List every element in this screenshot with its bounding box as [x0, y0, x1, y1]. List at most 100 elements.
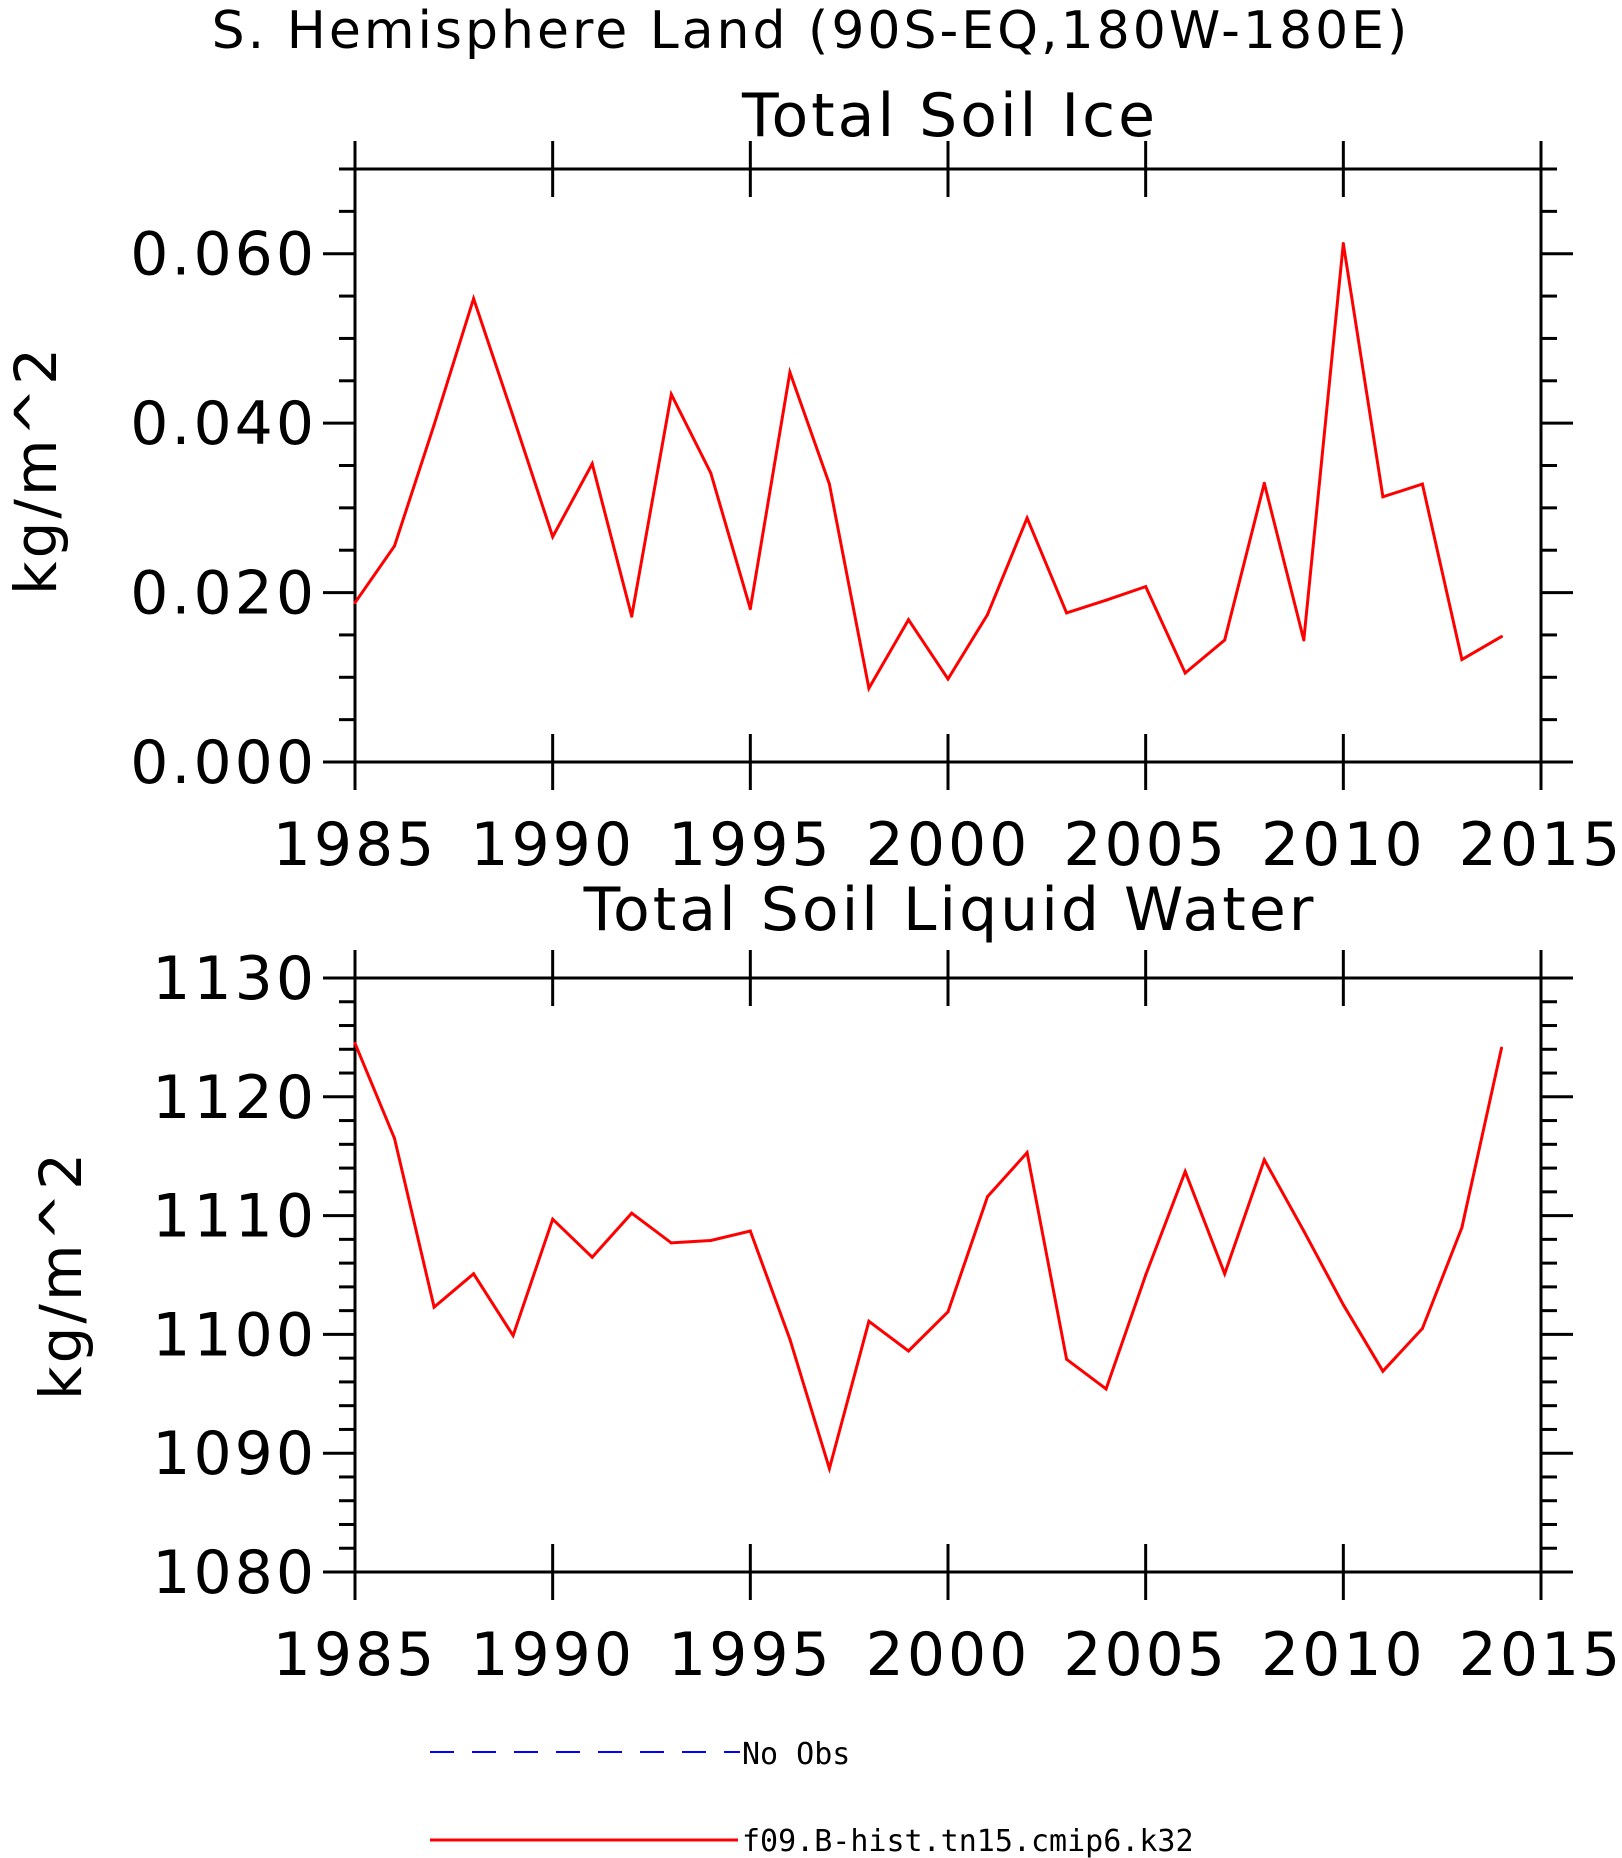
data-point: [907, 1349, 910, 1353]
data-point: [551, 1217, 555, 1221]
legend: No Obs f09.B-hist.tn15.cmip6.k32: [430, 1737, 1194, 1858]
panel-total-soil-liquid-water: Total Soil Liquid Water kg/m^2 1985 1990 1…: [27, 875, 1622, 1690]
x-tick-label: 2000: [866, 1620, 1031, 1690]
panel-title-soil-liquid-water: Total Soil Liquid Water: [583, 875, 1317, 945]
y-tick-label: 1090: [152, 1419, 317, 1489]
data-point: [1420, 1327, 1424, 1330]
x-tick-label: 2010: [1261, 810, 1426, 880]
data-point: [393, 544, 396, 548]
x-tick-label: 2015: [1459, 810, 1622, 880]
y-tick-labels-soil-ice: 0.000 0.020 0.040 0.060: [130, 220, 317, 798]
data-point: [1381, 1369, 1385, 1373]
data-point: [1183, 671, 1187, 675]
x-tick-label: 1995: [668, 810, 833, 880]
series-line-soil-liquid-water: [353, 1042, 1503, 1475]
panel-title-soil-ice: Total Soil Ice: [741, 81, 1158, 151]
x-tick-label: 1995: [668, 1620, 833, 1690]
panel-total-soil-ice: Total Soil Ice kg/m^2 1985 1990 1995 2000 20…: [2, 81, 1622, 880]
data-point: [1341, 242, 1345, 245]
data-point: [1025, 516, 1029, 520]
data-point: [709, 471, 713, 475]
data-point: [1065, 1357, 1069, 1361]
data-point: [472, 297, 476, 301]
data-point: [1262, 1158, 1266, 1162]
y-tick-label: 1100: [152, 1300, 317, 1370]
data-point: [1223, 638, 1227, 642]
data-point: [551, 535, 555, 539]
data-point: [1262, 481, 1266, 485]
y-tick-label: 1110: [152, 1182, 317, 1252]
data-point: [827, 1467, 831, 1471]
data-point: [986, 1195, 989, 1199]
legend-label-model: f09.B-hist.tn15.cmip6.k32: [742, 1824, 1194, 1858]
data-point: [1065, 611, 1069, 615]
data-point: [986, 613, 989, 617]
x-tick-label: 1990: [470, 810, 635, 880]
y-tick-label: 0.020: [130, 559, 317, 629]
data-point: [1500, 1046, 1503, 1050]
y-tick-label: 0.040: [130, 389, 317, 459]
data-point: [788, 370, 792, 374]
data-point: [1302, 1229, 1306, 1233]
x-tick-labels-soil-liquid-water: 1985 1990 1995 2000 2005 2010 2015: [273, 1620, 1622, 1690]
ticks-soil-ice: [323, 141, 1573, 790]
plot-frame-soil-ice: [353, 167, 1543, 764]
data-point: [669, 1241, 673, 1245]
series-line-soil-ice: [353, 243, 1503, 693]
data-point: [867, 686, 871, 690]
data-point: [1500, 635, 1503, 639]
y-axis-label-soil-liquid-water: kg/m^2: [27, 1150, 95, 1400]
data-point: [788, 1337, 792, 1341]
data-point: [1460, 658, 1464, 661]
data-point: [907, 618, 910, 622]
y-tick-label: 0.060: [130, 220, 317, 290]
x-tick-label: 1985: [273, 810, 438, 880]
data-point: [432, 1305, 436, 1309]
data-point: [946, 677, 950, 681]
data-point: [709, 1239, 713, 1242]
data-point: [1104, 1387, 1108, 1391]
legend-label-no-obs: No Obs: [742, 1737, 850, 1772]
data-point: [472, 1272, 476, 1276]
x-tick-label: 1990: [470, 1620, 635, 1690]
data-point: [353, 1041, 357, 1045]
data-point: [827, 482, 831, 486]
x-tick-label: 2015: [1459, 1620, 1622, 1690]
x-tick-label: 2005: [1063, 810, 1228, 880]
y-tick-label: 1130: [152, 944, 317, 1014]
data-point: [511, 1334, 515, 1338]
data-point: [432, 423, 436, 427]
data-point: [630, 1211, 634, 1215]
data-point: [1183, 1170, 1187, 1174]
data-point: [353, 601, 357, 605]
data-point: [393, 1136, 396, 1140]
y-tick-label: 1120: [152, 1063, 317, 1133]
y-axis-label-soil-ice: kg/m^2: [2, 345, 70, 595]
data-point: [748, 1229, 752, 1233]
main-title: S. Hemisphere Land (90S-EQ,180W-180E): [212, 1, 1411, 61]
ticks-soil-liquid-water: [323, 950, 1573, 1600]
data-point: [1341, 1303, 1345, 1307]
data-point: [1420, 482, 1424, 486]
data-point: [590, 462, 594, 466]
y-tick-label: 0.000: [130, 728, 317, 798]
data-point: [867, 1319, 871, 1323]
data-point: [1144, 1273, 1148, 1277]
y-tick-labels-soil-liquid-water: 1080 1090 1100 1110 1120 1130: [152, 944, 317, 1608]
data-point: [748, 607, 752, 611]
x-tick-labels-soil-ice: 1985 1990 1995 2000 2005 2010 2015: [273, 810, 1622, 880]
data-point: [1104, 598, 1108, 602]
data-point: [669, 392, 673, 396]
x-tick-label: 2000: [866, 810, 1031, 880]
data-point: [1302, 638, 1306, 642]
x-tick-label: 2005: [1063, 1620, 1228, 1690]
x-tick-label: 2010: [1261, 1620, 1426, 1690]
y-tick-label: 1080: [152, 1538, 317, 1608]
data-point: [1460, 1226, 1464, 1229]
data-point: [946, 1310, 950, 1314]
data-point: [1144, 585, 1148, 589]
data-point: [630, 614, 634, 618]
data-point: [590, 1255, 594, 1259]
data-point: [1381, 495, 1385, 499]
